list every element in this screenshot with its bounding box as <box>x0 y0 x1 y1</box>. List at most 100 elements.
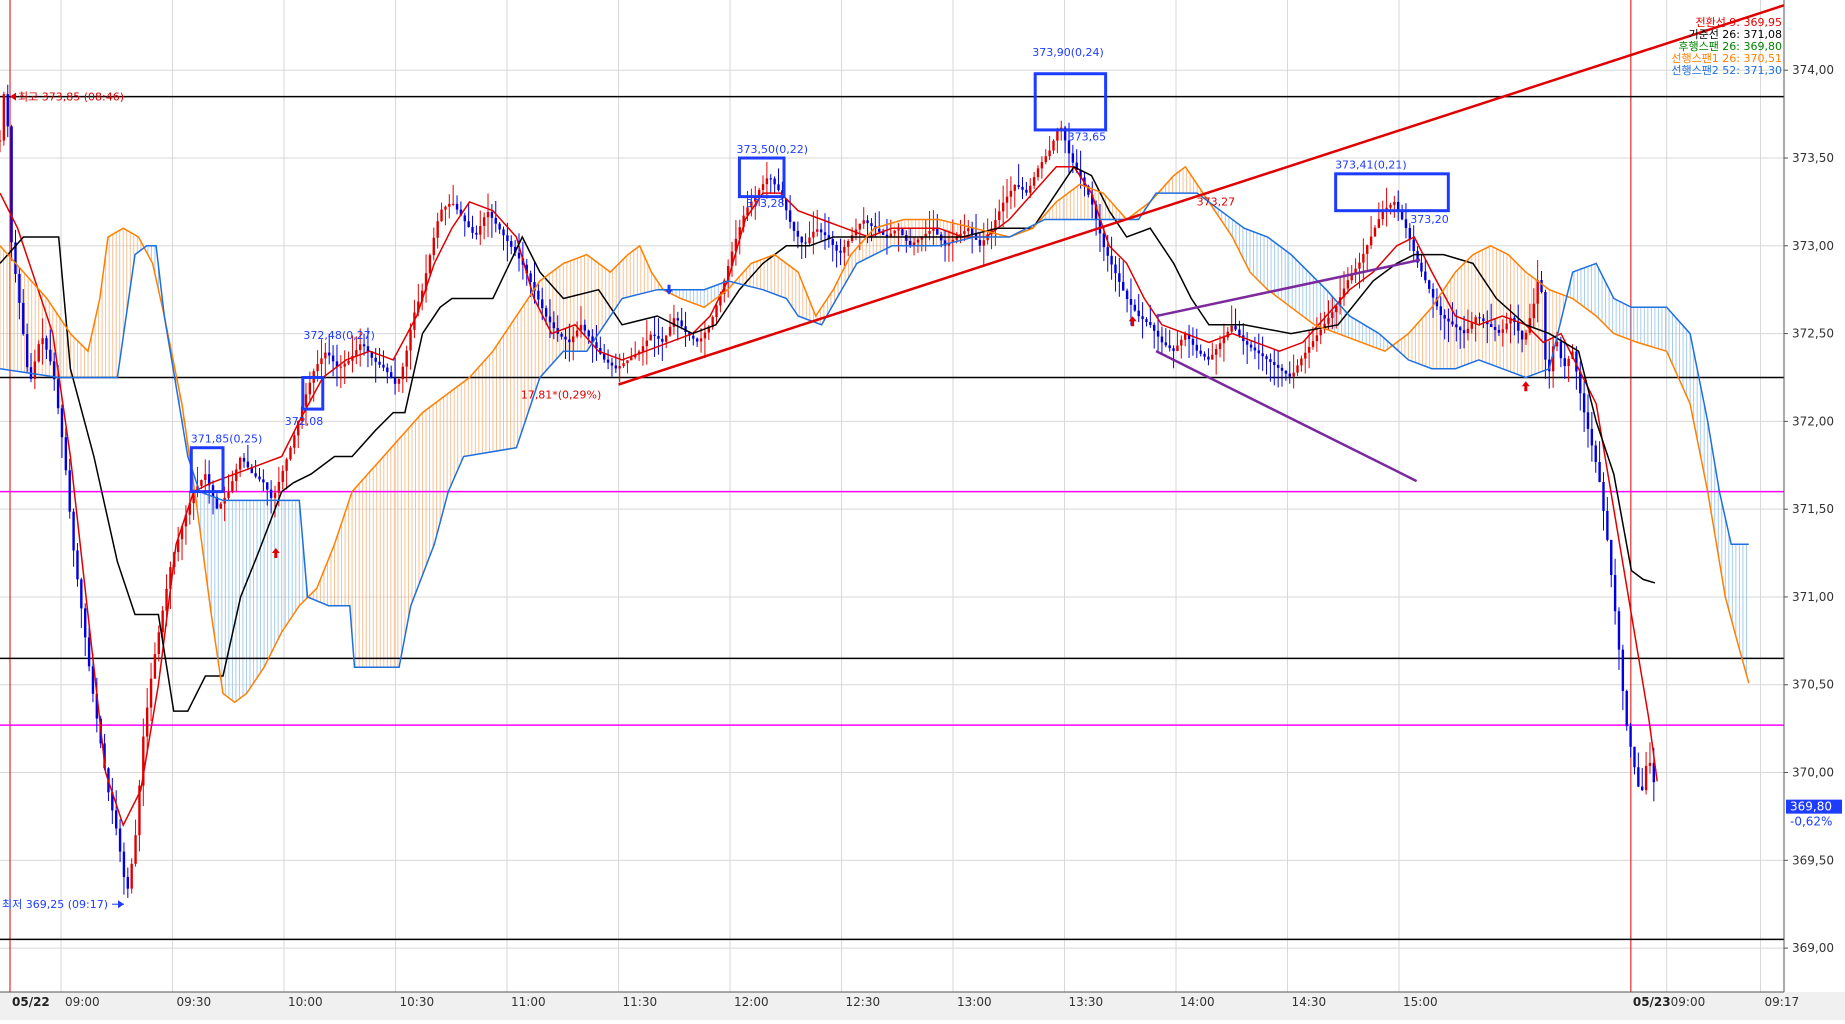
candle-body <box>583 324 587 331</box>
candle-body <box>1385 207 1388 211</box>
candle-body <box>227 492 230 498</box>
candle-body <box>738 227 741 239</box>
candle-body <box>297 420 300 436</box>
candle-body <box>785 198 788 211</box>
candle-body <box>1606 510 1609 540</box>
candle-body <box>95 693 99 719</box>
candle-body <box>664 335 668 342</box>
candle-body <box>389 372 393 379</box>
candle-body <box>897 229 900 231</box>
candle-body <box>1610 539 1613 576</box>
candle-body <box>18 273 21 303</box>
candle-body <box>1199 350 1202 354</box>
candle-body <box>1366 245 1369 254</box>
candle-body <box>6 94 9 127</box>
price-annotation: 372,48(0,27) <box>303 329 375 342</box>
candle-body <box>1040 162 1044 169</box>
candle-body <box>575 330 579 337</box>
candle-body <box>1505 323 1508 330</box>
candle-body <box>870 223 873 227</box>
candle-body <box>908 240 912 246</box>
candle-body <box>1164 342 1168 346</box>
candle-body <box>459 209 463 216</box>
candle-body <box>1369 236 1373 246</box>
candle-body <box>1261 353 1264 357</box>
candle-body <box>25 334 29 368</box>
candle-body <box>432 237 435 256</box>
x-tick-label: 09:00 <box>65 995 100 1009</box>
candle-body <box>1009 190 1013 197</box>
conversion-line <box>0 166 1658 828</box>
candle-body <box>1149 322 1152 325</box>
candle-body <box>490 212 494 218</box>
candle-body <box>572 336 575 343</box>
candle-body <box>157 632 160 655</box>
candle-body <box>10 126 13 243</box>
candle-body <box>320 358 323 365</box>
candle-body <box>1381 210 1384 220</box>
candle-body <box>695 338 699 342</box>
candle-body <box>618 366 621 369</box>
candle-body <box>1141 316 1144 320</box>
candle-body <box>1497 329 1501 333</box>
candle-body <box>196 485 199 492</box>
candle-body <box>1586 412 1590 429</box>
candle-body <box>366 346 370 353</box>
candle-body <box>893 230 896 234</box>
candle-body <box>541 299 544 309</box>
candle-body <box>858 223 862 230</box>
leading-span-1-line <box>0 165 1750 704</box>
candle-body <box>22 302 25 335</box>
candle-body <box>1001 202 1005 212</box>
candle-body <box>970 228 974 235</box>
candle-body <box>1296 365 1299 373</box>
candle-body <box>1346 280 1350 289</box>
candle-body <box>1067 140 1071 154</box>
candle-body <box>1559 341 1563 359</box>
candle-body <box>1637 767 1640 787</box>
candle-body <box>1462 330 1466 334</box>
candle-body <box>335 361 339 368</box>
candle-body <box>525 264 528 274</box>
candle-body <box>1613 575 1617 612</box>
candle-body <box>1052 140 1055 151</box>
y-tick-label: 369,00 <box>1792 941 1834 955</box>
candle-body <box>475 232 478 235</box>
candle-body <box>1269 359 1272 363</box>
high-marker-icon <box>10 92 16 101</box>
y-tick-label: 372,00 <box>1792 414 1834 428</box>
candle-body <box>1218 343 1222 350</box>
x-tick-label: 15:00 <box>1403 995 1438 1009</box>
candle-body <box>145 707 149 737</box>
signal-arrow-icon <box>271 548 280 559</box>
candle-body <box>122 851 126 877</box>
candle-body <box>552 322 556 329</box>
candle-body <box>788 210 792 222</box>
candle-body <box>1582 393 1586 413</box>
candle-body <box>1567 358 1570 367</box>
date-label: 05/22 <box>12 995 50 1009</box>
candle-body <box>1489 324 1493 328</box>
candle-body <box>850 235 854 242</box>
candle-body <box>76 550 79 580</box>
candle-body <box>1389 204 1392 208</box>
candle-body <box>672 318 676 327</box>
x-tick-label: 11:00 <box>511 995 546 1009</box>
candle-body <box>1431 288 1435 298</box>
candle-body <box>932 228 935 231</box>
candle-body <box>308 382 312 395</box>
candle-body <box>1214 349 1218 355</box>
candle-body <box>1191 339 1195 345</box>
candle-body <box>1276 364 1280 368</box>
price-annotation: 371,85(0,25) <box>191 432 263 445</box>
candle-body <box>1555 341 1559 347</box>
candle-body <box>266 482 269 490</box>
candle-body <box>1393 201 1396 205</box>
candle-body <box>943 240 947 246</box>
candle-body <box>1509 317 1512 324</box>
candle-body <box>1458 327 1462 331</box>
candle-body <box>84 608 87 638</box>
candle-body <box>661 338 664 342</box>
candle-body <box>1342 288 1346 298</box>
